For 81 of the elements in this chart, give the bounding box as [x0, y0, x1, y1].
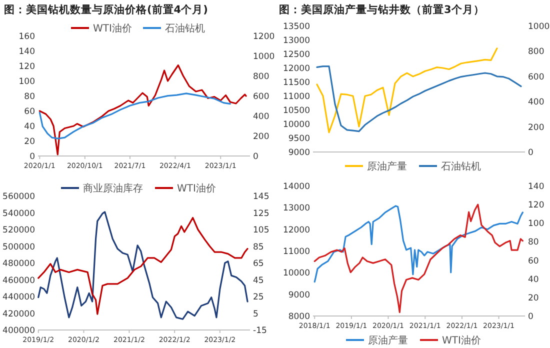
- y2-tick-label: 0: [528, 312, 534, 322]
- y-tick-label: 9000: [288, 290, 310, 300]
- y-tick-label: 480000: [2, 259, 35, 269]
- y2-tick-label: 0: [528, 148, 534, 158]
- y-tick-label: 12500: [282, 50, 310, 60]
- y-tick-label: 400000: [2, 326, 35, 336]
- chart-title: 图：美国钻机数量与原油价格(前置4个月): [4, 3, 208, 16]
- y-tick-label: 140: [18, 47, 35, 57]
- y2-tick-label: 140: [528, 182, 544, 192]
- y2-tick-label: 200: [253, 132, 270, 142]
- y2-tick-label: 1000: [528, 22, 550, 32]
- y-tick-label: 40: [24, 122, 35, 132]
- y-tick-label: 11000: [282, 92, 310, 102]
- y-tick-label: 540000: [2, 208, 35, 219]
- y-tick-label: 13000: [282, 36, 310, 46]
- y-tick-label: 13500: [282, 22, 310, 32]
- y2-tick-label: -15: [253, 326, 267, 336]
- y-tick-label: 12000: [282, 64, 310, 74]
- y-tick-label: 440000: [2, 292, 35, 302]
- y-tick-label: 20: [24, 137, 35, 147]
- line-series: [316, 66, 522, 132]
- y-tick-label: 80: [24, 92, 35, 102]
- y2-tick-label: 1200: [253, 32, 275, 42]
- y2-tick-label: 0: [253, 152, 258, 162]
- line-series: [38, 64, 247, 156]
- y2-tick-label: 40: [528, 274, 539, 285]
- chart-title: 图：美国原油产量与钻井数（前置3个月）: [279, 3, 484, 16]
- line-series: [316, 48, 498, 134]
- y2-tick-label: 200: [528, 122, 544, 133]
- legend-label: 原油产量: [367, 160, 407, 172]
- y2-tick-label: 20: [528, 293, 539, 304]
- y-tick-label: 13000: [282, 204, 310, 214]
- y-tick-label: 9500: [288, 134, 310, 144]
- y-tick-label: 520000: [2, 226, 35, 236]
- y2-tick-label: 400: [528, 98, 544, 108]
- y-tick-label: 11500: [282, 78, 310, 88]
- line-series: [314, 205, 524, 283]
- y2-tick-label: 100: [528, 219, 544, 230]
- line-series: [38, 92, 231, 140]
- y-tick-label: 420000: [2, 309, 35, 320]
- y2-tick-label: 125: [253, 208, 270, 219]
- y-tick-label: 100: [18, 77, 35, 87]
- y2-tick-label: 600: [253, 92, 270, 102]
- y2-tick-label: 600: [528, 72, 544, 82]
- y2-tick-label: 400: [253, 112, 270, 122]
- legend-label: WTI油价: [93, 22, 132, 34]
- y2-tick-label: 1000: [253, 52, 275, 62]
- y-tick-label: 11000: [282, 247, 310, 257]
- y2-tick-label: 80: [528, 238, 539, 248]
- y2-tick-label: 45: [253, 276, 264, 286]
- y-tick-label: 12000: [282, 225, 310, 236]
- y2-tick-label: 800: [253, 72, 270, 82]
- y-tick-label: 120: [18, 62, 35, 72]
- y-tick-label: 460000: [2, 276, 35, 286]
- y2-tick-label: 105: [253, 226, 270, 236]
- legend-label: 原油产量: [368, 334, 408, 346]
- legend-label: 商业原油库存: [83, 182, 143, 194]
- line-series: [314, 204, 524, 314]
- y-tick-label: 560000: [2, 192, 35, 202]
- y2-tick-label: 5: [253, 309, 258, 320]
- y-tick-label: 10000: [282, 120, 310, 130]
- legend-label: WTI油价: [442, 334, 481, 346]
- y2-tick-label: 120: [528, 200, 544, 211]
- y-tick-label: 10500: [282, 106, 310, 116]
- legend-label: WTI油价: [177, 182, 216, 194]
- legend-label: 石油钻机: [165, 22, 205, 34]
- y-tick-label: 60: [24, 107, 35, 117]
- y-tick-label: 0: [30, 152, 35, 162]
- legend-label: 石油钻机: [441, 160, 481, 172]
- y2-tick-label: 65: [253, 259, 264, 269]
- y2-tick-label: 800: [528, 47, 544, 58]
- y-tick-label: 9000: [288, 148, 310, 158]
- y2-tick-label: 25: [253, 292, 264, 302]
- y2-tick-label: 85: [253, 242, 264, 252]
- y2-tick-label: 145: [253, 192, 270, 202]
- y-tick-label: 500000: [2, 242, 35, 252]
- y-tick-label: 14000: [282, 182, 310, 192]
- y-tick-label: 10000: [282, 268, 310, 279]
- y-tick-label: 8000: [288, 312, 310, 322]
- y2-tick-label: 60: [528, 256, 539, 266]
- y-tick-label: 160: [18, 32, 35, 42]
